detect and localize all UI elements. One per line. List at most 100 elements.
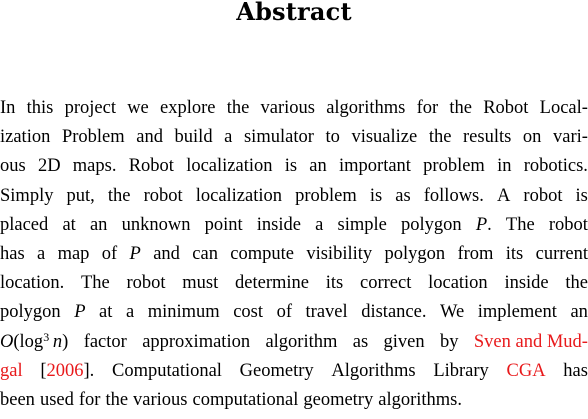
math-symbol: P	[74, 302, 86, 323]
word: by	[440, 331, 459, 352]
word: maps.	[72, 156, 117, 177]
word: The	[505, 214, 535, 235]
word: Robot	[483, 98, 529, 118]
word: the	[449, 98, 472, 118]
word: cost	[233, 302, 264, 323]
word: a	[224, 127, 233, 148]
word: various	[260, 98, 315, 118]
word: factor	[83, 331, 127, 352]
word: Local-	[539, 98, 588, 118]
word: unknown	[121, 214, 191, 235]
word: its	[505, 244, 524, 264]
word: robotics.	[523, 156, 588, 177]
word: robot	[126, 273, 166, 294]
word: algorithm	[265, 331, 338, 352]
word: In	[0, 98, 16, 118]
word: The	[80, 273, 110, 294]
word: explore	[159, 98, 216, 118]
word: robot	[523, 185, 563, 206]
word: Robot	[128, 156, 174, 177]
word: at	[62, 214, 76, 235]
citation-year-link[interactable]: 2006	[46, 360, 84, 381]
word: location.	[0, 273, 65, 294]
word: travel	[305, 302, 348, 323]
word: is	[369, 185, 383, 206]
abstract-line: ization Problem and build a simulator to visual…	[0, 123, 588, 151]
word: approximation	[142, 331, 251, 352]
abstract-line: placed at an unknown point inside a simple polyg…	[0, 211, 588, 239]
word: this	[26, 98, 54, 118]
word: of	[101, 244, 118, 264]
word: from	[457, 244, 494, 264]
word: robot	[143, 185, 183, 206]
word: algorithms	[326, 98, 406, 118]
word: for	[416, 98, 439, 118]
library-link[interactable]: CGA	[506, 360, 546, 381]
word: a	[125, 302, 135, 323]
word: ization	[0, 127, 51, 148]
word: polygon	[0, 302, 61, 323]
word: an	[309, 156, 327, 177]
word: A	[496, 185, 511, 206]
citation-author-link[interactable]: gal	[0, 360, 23, 381]
word: can	[192, 244, 218, 264]
word: an	[570, 302, 588, 323]
word: map	[57, 244, 90, 264]
word: computational	[192, 390, 299, 410]
word: simulator	[243, 127, 314, 148]
abstract-line: ous 2D maps. Robot localization is an important…	[0, 152, 588, 180]
word: visualize	[351, 127, 418, 148]
word: we	[127, 98, 149, 118]
word: geometry	[303, 390, 374, 410]
word: simple	[337, 214, 387, 235]
citation-author-link[interactable]: Sven and Mud-	[473, 331, 588, 352]
word: Problem	[61, 127, 125, 148]
word: for	[78, 390, 101, 410]
word: robot	[548, 214, 588, 235]
word: determine	[235, 273, 309, 294]
abstract-line: In this project we explore the various algorith…	[0, 94, 588, 122]
word: location	[428, 273, 488, 294]
word: to	[325, 127, 340, 148]
word: minimum	[147, 302, 220, 323]
word: the	[105, 390, 129, 410]
word: 2D	[37, 156, 61, 177]
word: the	[565, 273, 588, 294]
word: build	[174, 127, 213, 148]
word: as	[352, 331, 369, 352]
word: and	[136, 127, 163, 148]
word: follows.	[423, 185, 484, 206]
word: problem	[295, 185, 357, 206]
word: visibility	[306, 244, 373, 264]
word: is	[575, 185, 588, 206]
word: Geometry	[239, 360, 314, 381]
abstract-line: gal [2006]. Computational Geometry Algorithm…	[0, 357, 588, 385]
word: important	[339, 156, 411, 177]
word: distance.	[361, 302, 427, 323]
word: as	[395, 185, 411, 206]
word: of	[276, 302, 292, 323]
word: ous	[0, 156, 26, 177]
word: Simply	[0, 185, 54, 206]
word: in	[497, 156, 512, 177]
word: algorithms.	[378, 390, 462, 410]
word: polygon	[401, 214, 462, 235]
word: used	[39, 390, 74, 410]
word: given	[383, 331, 425, 352]
word: the	[428, 127, 452, 148]
section-title: Abstract	[236, 0, 352, 26]
word: polygon	[384, 244, 446, 264]
word: placed	[0, 214, 49, 235]
word: compute	[230, 244, 294, 264]
abstract-line: been used for the various computational geomet…	[0, 386, 588, 414]
word: been	[0, 390, 35, 410]
word: has	[563, 360, 588, 381]
word: localization	[186, 156, 273, 177]
word: Library	[433, 360, 489, 381]
abstract-line: location. The robot must determine its correct…	[0, 269, 588, 297]
word: at	[99, 302, 113, 323]
math-symbol: P.	[475, 214, 492, 235]
word: inside	[256, 214, 301, 235]
word: localization	[195, 185, 283, 206]
